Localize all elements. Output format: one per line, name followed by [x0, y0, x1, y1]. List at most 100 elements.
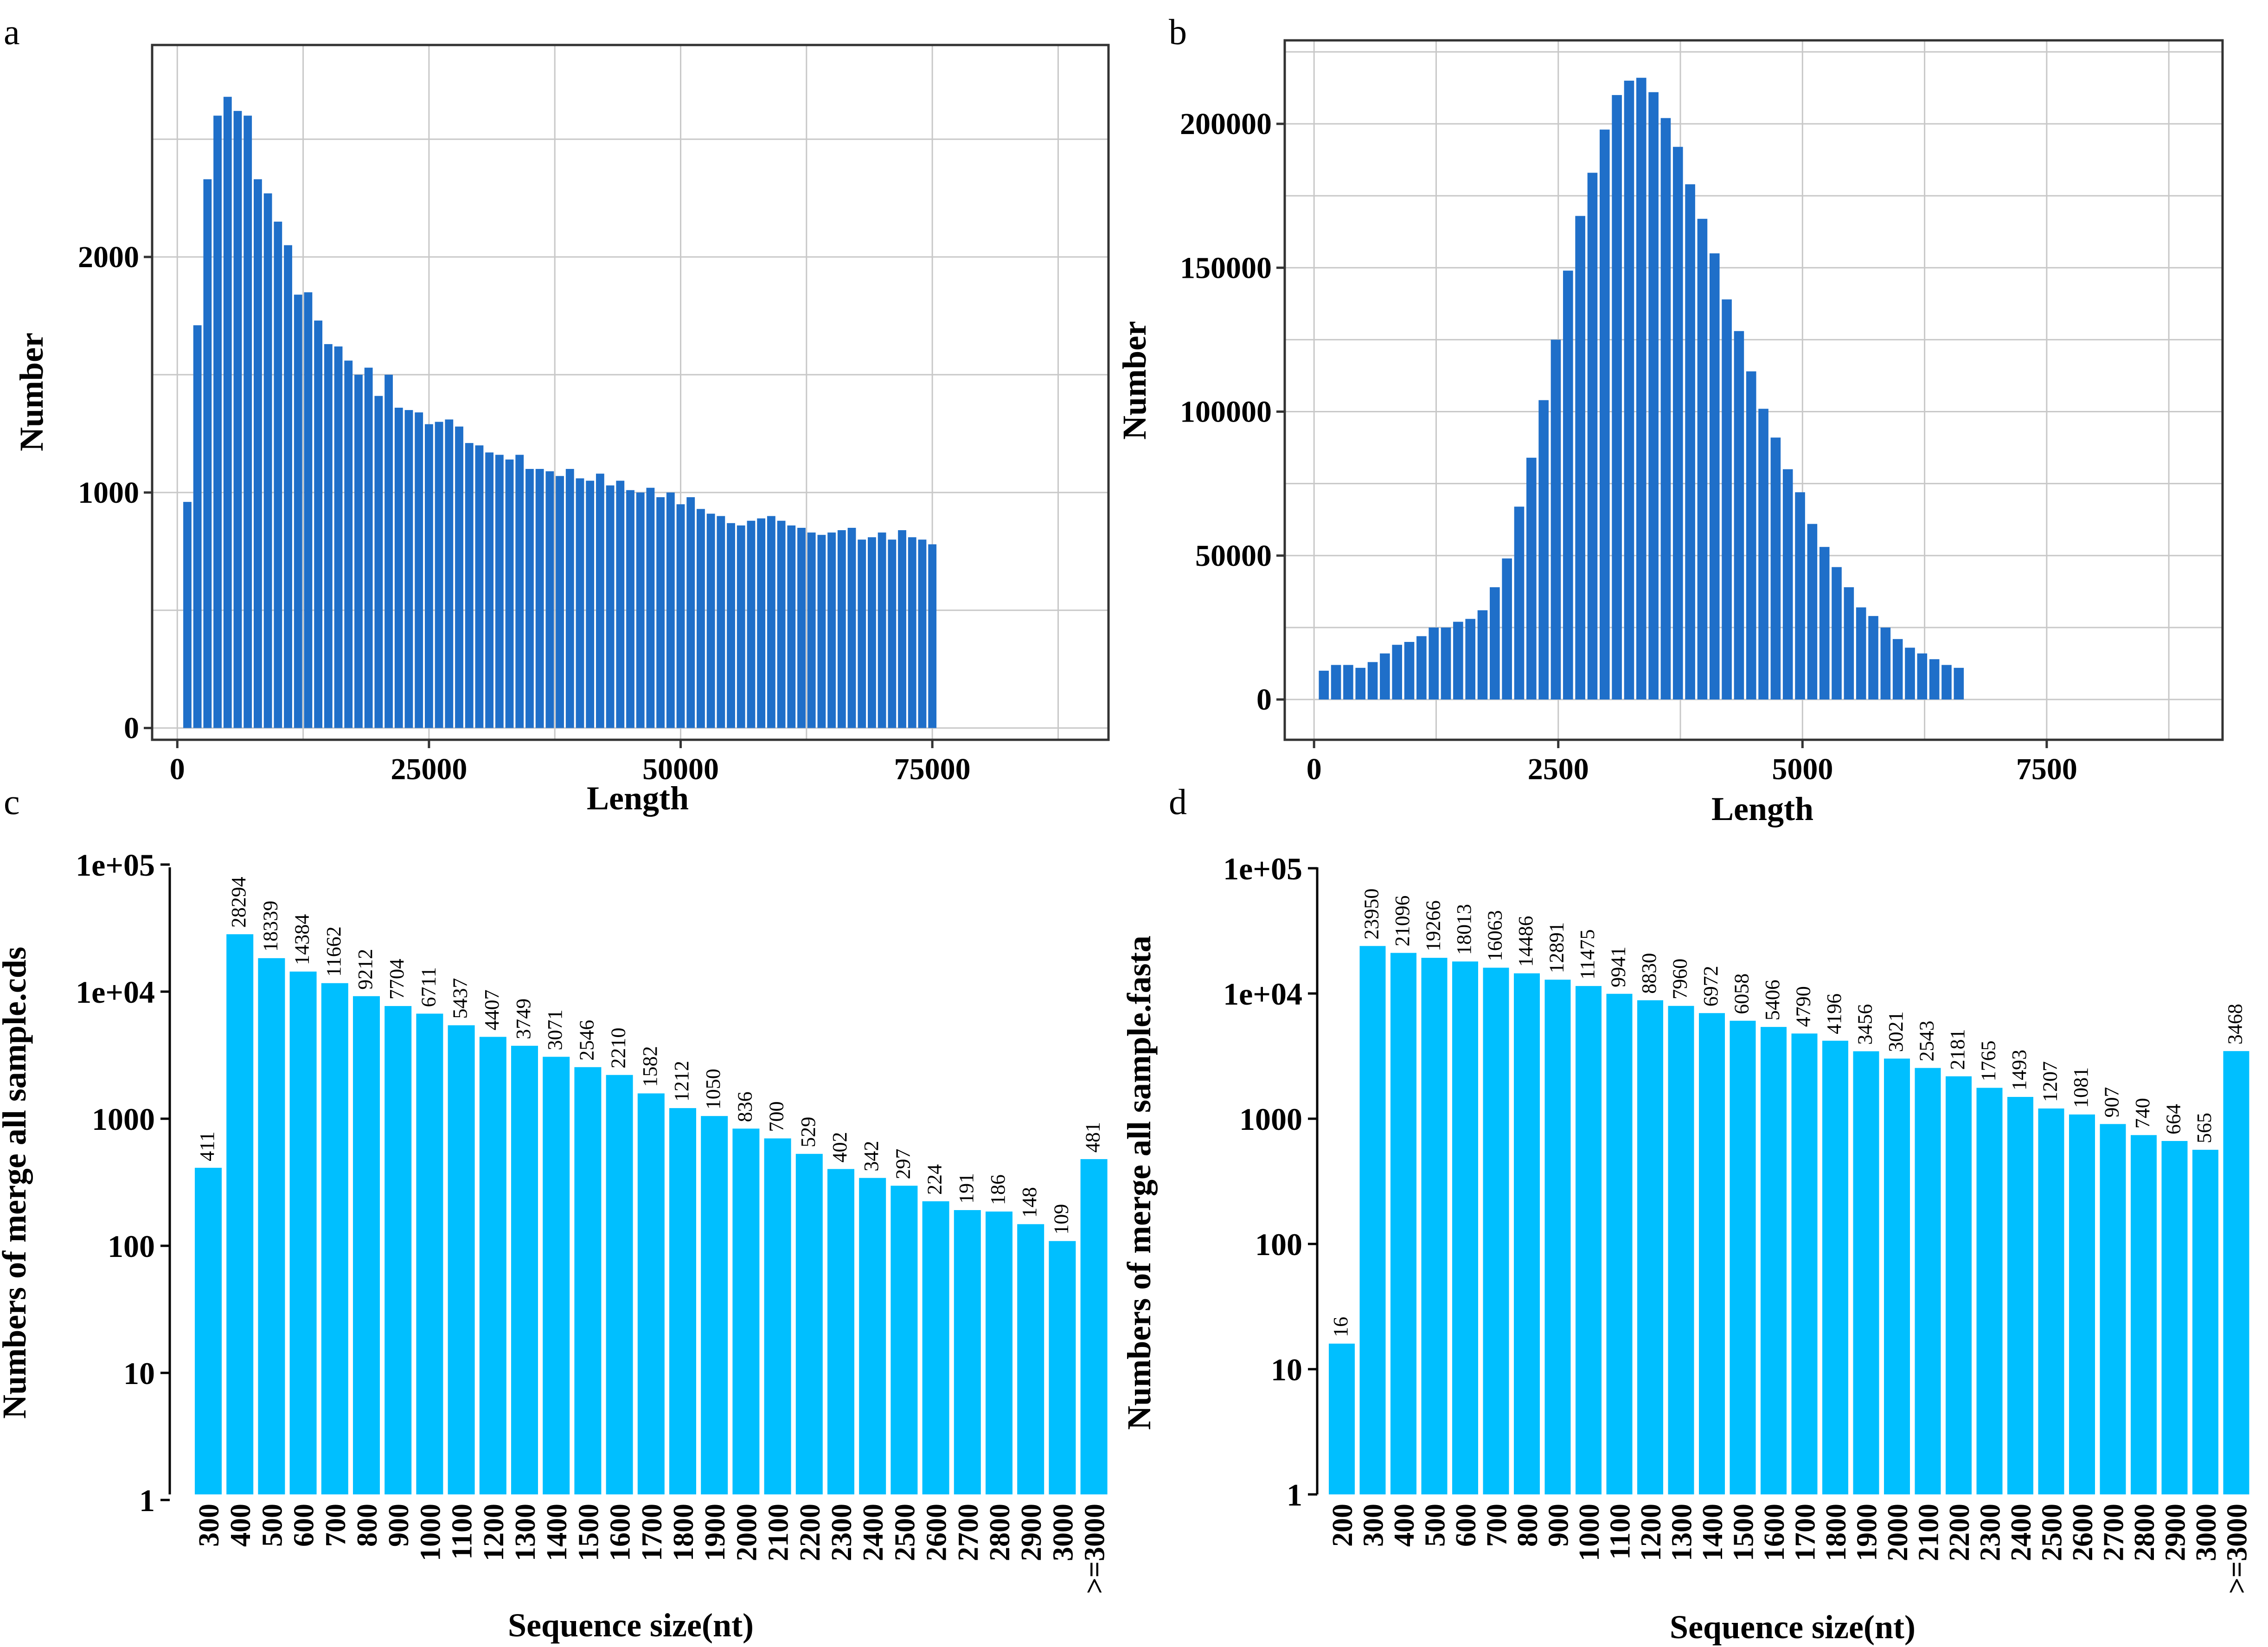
bar [1452, 961, 1478, 1494]
bar [954, 1210, 981, 1494]
data-label: 5437 [449, 978, 472, 1019]
bar [706, 513, 715, 728]
bar [1734, 331, 1744, 700]
bar [1770, 437, 1781, 700]
bar [596, 474, 604, 728]
y-tick-label: 1 [139, 1483, 155, 1518]
y-tick-label: 10 [123, 1356, 155, 1391]
category-labels: 300 400 500 600 700 800 900 1000 1100 1200 1300 140… [193, 1504, 1111, 1594]
bar [646, 487, 655, 728]
data-label: 2210 [607, 1028, 630, 1069]
bar [2161, 1141, 2188, 1494]
bar [1660, 118, 1671, 700]
bar [1746, 371, 1756, 700]
bar [193, 325, 202, 728]
data-label: 12891 [1545, 922, 1568, 973]
data-label: 3021 [1884, 1011, 1907, 1052]
data-label: 740 [2131, 1098, 2154, 1128]
category-label: 2400 [2005, 1504, 2037, 1561]
bar [415, 412, 423, 728]
bar [764, 1138, 791, 1494]
bar [918, 539, 927, 728]
data-label: 3468 [2224, 1004, 2247, 1045]
data-label: 700 [765, 1101, 788, 1132]
bar [898, 530, 906, 728]
bar [1819, 547, 1830, 700]
x-axis-ticks: 0 25000 50000 75000 [170, 740, 971, 786]
bar [859, 1178, 886, 1494]
y-tick-label: 50000 [1195, 539, 1272, 573]
data-label: 6058 [1730, 974, 1753, 1014]
bars [183, 96, 937, 728]
bar [701, 1116, 728, 1494]
bar [263, 193, 272, 728]
y-tick-label: 1e+05 [1223, 851, 1302, 886]
bar [1941, 665, 1952, 700]
bar [1782, 469, 1793, 700]
bar [767, 516, 775, 728]
bar [1917, 653, 1928, 700]
bar [314, 320, 323, 728]
category-label: 1400 [1697, 1504, 1729, 1561]
data-label: 2546 [575, 1020, 598, 1061]
category-label: 2600 [921, 1504, 953, 1561]
data-label: 8830 [1638, 953, 1660, 994]
data-label: 3071 [544, 1009, 566, 1050]
bar [545, 471, 554, 728]
bar [1367, 662, 1378, 700]
bar [1637, 1000, 1663, 1494]
data-label: 6711 [417, 967, 440, 1007]
panel-letter-c: c [4, 782, 20, 822]
bar [747, 520, 756, 728]
bar [321, 983, 348, 1494]
category-label: 1800 [1820, 1504, 1852, 1561]
category-label: 1500 [573, 1504, 604, 1561]
bar [795, 1154, 823, 1494]
y-axis-ticks: 1 10 100 1000 1e+04 1e+05 [76, 847, 170, 1518]
bar [1049, 1241, 1076, 1494]
y-tick-label: 100 [1255, 1227, 1302, 1262]
data-label: 4196 [1823, 993, 1845, 1034]
bar [858, 539, 866, 728]
bar [394, 408, 403, 728]
bar [727, 523, 735, 728]
bar [1758, 409, 1768, 700]
data-label: 1765 [1977, 1040, 2000, 1081]
bar [1359, 946, 1386, 1494]
category-label: 600 [1450, 1504, 1482, 1547]
y-tick-label: 1e+04 [76, 974, 155, 1010]
y-tick-label: 150000 [1180, 251, 1272, 285]
data-label: 2543 [1916, 1021, 1938, 1062]
bar [1807, 524, 1818, 700]
bar [777, 520, 786, 728]
data-label: 565 [2193, 1113, 2216, 1143]
bar [515, 455, 524, 728]
category-label: 1100 [1605, 1504, 1636, 1560]
y-tick-label: 100 [108, 1229, 155, 1264]
bar [284, 245, 292, 728]
bar [1868, 616, 1878, 700]
category-label: 500 [1420, 1504, 1451, 1547]
bar-chart-panel-d: 1 10 100 1000 1e+04 1e+05 16 23950 21096 19266 18… [1121, 851, 2253, 1646]
bar [878, 532, 886, 728]
bar [1563, 270, 1573, 700]
y-tick-label: 0 [1256, 683, 1272, 717]
bar [1587, 173, 1598, 700]
category-label: 2200 [794, 1504, 826, 1561]
bar [1822, 1040, 1848, 1494]
bar [1668, 1006, 1694, 1494]
category-label: 2800 [2129, 1504, 2160, 1561]
data-label: 18013 [1453, 904, 1475, 955]
data-label: 14486 [1514, 916, 1537, 967]
bar [1600, 129, 1610, 700]
bar [1915, 1068, 1941, 1494]
bar [289, 971, 317, 1494]
bar [455, 426, 463, 728]
category-label: 1600 [605, 1504, 636, 1561]
bar [737, 525, 745, 728]
category-label: 800 [1512, 1504, 1544, 1547]
bar [1730, 1020, 1756, 1494]
category-label: 1600 [1759, 1504, 1790, 1561]
bar [1791, 1033, 1818, 1494]
